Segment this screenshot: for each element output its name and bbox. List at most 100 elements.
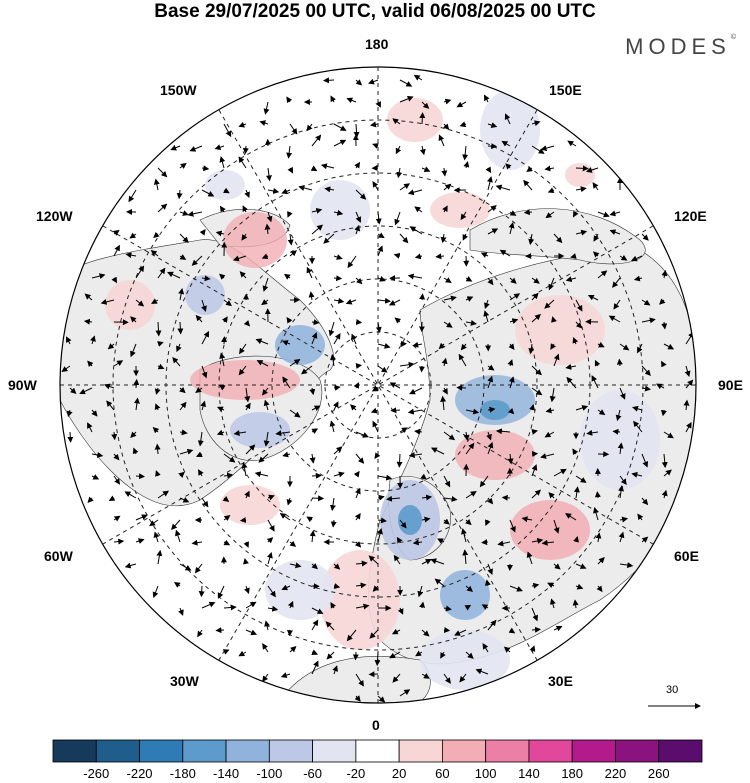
wind-vector bbox=[641, 385, 651, 392]
wind-vector bbox=[487, 375, 494, 389]
wind-vector bbox=[179, 386, 186, 394]
wind-vector bbox=[311, 607, 324, 614]
copyright-mark: © bbox=[730, 34, 736, 41]
wind-vector bbox=[244, 490, 250, 499]
wind-vector bbox=[355, 487, 361, 499]
wind-vector bbox=[414, 206, 423, 213]
wind-vector bbox=[440, 233, 447, 244]
wind-vector bbox=[508, 376, 515, 389]
wind-vector bbox=[179, 233, 189, 244]
wind-vector bbox=[263, 399, 270, 411]
wind-vector bbox=[553, 468, 567, 477]
colorbar-swatch bbox=[615, 739, 660, 763]
wind-vector bbox=[128, 189, 137, 203]
colorbar-tick-label: 140 bbox=[518, 766, 540, 781]
wind-vector bbox=[154, 387, 161, 395]
map-layers bbox=[60, 67, 696, 703]
wind-vector bbox=[152, 585, 159, 599]
wind-vector bbox=[548, 277, 555, 291]
wind-vector bbox=[609, 210, 621, 217]
wind-vector bbox=[481, 539, 489, 546]
wind-vector bbox=[479, 475, 489, 488]
wind-vector bbox=[111, 431, 118, 441]
anomaly-blob bbox=[515, 295, 605, 365]
wind-vector bbox=[325, 621, 335, 631]
wind-vector bbox=[641, 233, 649, 241]
wind-vector bbox=[329, 497, 336, 512]
wind-vector bbox=[396, 536, 403, 544]
wind-vector bbox=[133, 378, 140, 389]
anomaly-blob bbox=[230, 412, 290, 448]
wind-vector bbox=[509, 318, 519, 325]
wind-vector bbox=[575, 321, 583, 329]
wind-vector bbox=[333, 446, 343, 455]
anomaly-blob bbox=[440, 570, 490, 620]
wind-vector bbox=[157, 203, 168, 213]
wind-vector bbox=[355, 603, 370, 610]
wind-vector bbox=[509, 585, 523, 592]
wind-vector bbox=[659, 298, 666, 305]
wind-vector bbox=[434, 578, 445, 587]
wind-vector bbox=[355, 431, 369, 438]
colorbar-swatch bbox=[312, 739, 357, 763]
wind-vector bbox=[487, 497, 494, 505]
wind-vector bbox=[421, 629, 430, 637]
wind-vector bbox=[475, 668, 489, 675]
wind-vector bbox=[198, 585, 205, 598]
wind-vector bbox=[111, 276, 117, 284]
wind-vector bbox=[275, 430, 291, 437]
wind-vector bbox=[421, 494, 433, 501]
wind-vector bbox=[419, 112, 426, 125]
wind-vector bbox=[369, 629, 379, 639]
wind-vector bbox=[377, 517, 387, 524]
colorbar-swatch bbox=[95, 739, 140, 763]
wind-vector bbox=[465, 442, 475, 455]
wind-vector bbox=[155, 321, 162, 337]
wind-vector bbox=[541, 539, 555, 546]
wind-vector bbox=[377, 342, 391, 349]
wind-vector bbox=[407, 408, 423, 415]
wind-vector bbox=[222, 649, 230, 655]
wind-vector bbox=[306, 516, 314, 523]
wind-vector bbox=[597, 211, 610, 218]
wind-vector bbox=[585, 167, 599, 173]
wind-vector bbox=[135, 473, 145, 480]
wind-vector bbox=[113, 360, 124, 367]
anomaly-blob bbox=[185, 275, 225, 315]
wind-vector bbox=[346, 629, 357, 642]
wind-vector bbox=[238, 650, 247, 657]
wind-vector bbox=[575, 563, 587, 569]
wind-vector bbox=[238, 365, 247, 376]
brand-name: MODES bbox=[625, 34, 731, 59]
wind-vector bbox=[389, 651, 401, 659]
wind-vector bbox=[289, 540, 297, 547]
wind-vector bbox=[531, 607, 538, 622]
wind-vector bbox=[90, 335, 96, 345]
wind-vector bbox=[245, 444, 256, 455]
wind-vector bbox=[575, 583, 584, 590]
wind-vector bbox=[660, 409, 667, 417]
wind-vector bbox=[311, 619, 319, 631]
wind-vector bbox=[156, 549, 163, 565]
wind-vector bbox=[194, 563, 203, 574]
wind-vector bbox=[565, 276, 577, 283]
lon-label-60w: 60W bbox=[44, 548, 73, 564]
wind-vector bbox=[440, 395, 447, 411]
wind-vector bbox=[685, 379, 694, 389]
wind-vector bbox=[377, 297, 391, 304]
wind-vector bbox=[465, 651, 474, 659]
wind-vector bbox=[287, 211, 293, 218]
anomaly-blob bbox=[190, 360, 300, 400]
colorbar-swatch bbox=[571, 739, 616, 763]
lon-label-90e: 90E bbox=[718, 377, 743, 393]
wind-vector bbox=[483, 310, 490, 323]
wind-vector bbox=[238, 121, 247, 128]
wind-vector bbox=[459, 121, 467, 128]
wind-vector bbox=[91, 451, 104, 458]
wind-vector bbox=[233, 430, 247, 436]
wind-vector bbox=[264, 620, 270, 631]
wind-vector bbox=[419, 145, 426, 156]
wind-vector bbox=[437, 538, 445, 544]
wind-vector bbox=[286, 497, 293, 506]
wind-vector bbox=[508, 222, 515, 235]
